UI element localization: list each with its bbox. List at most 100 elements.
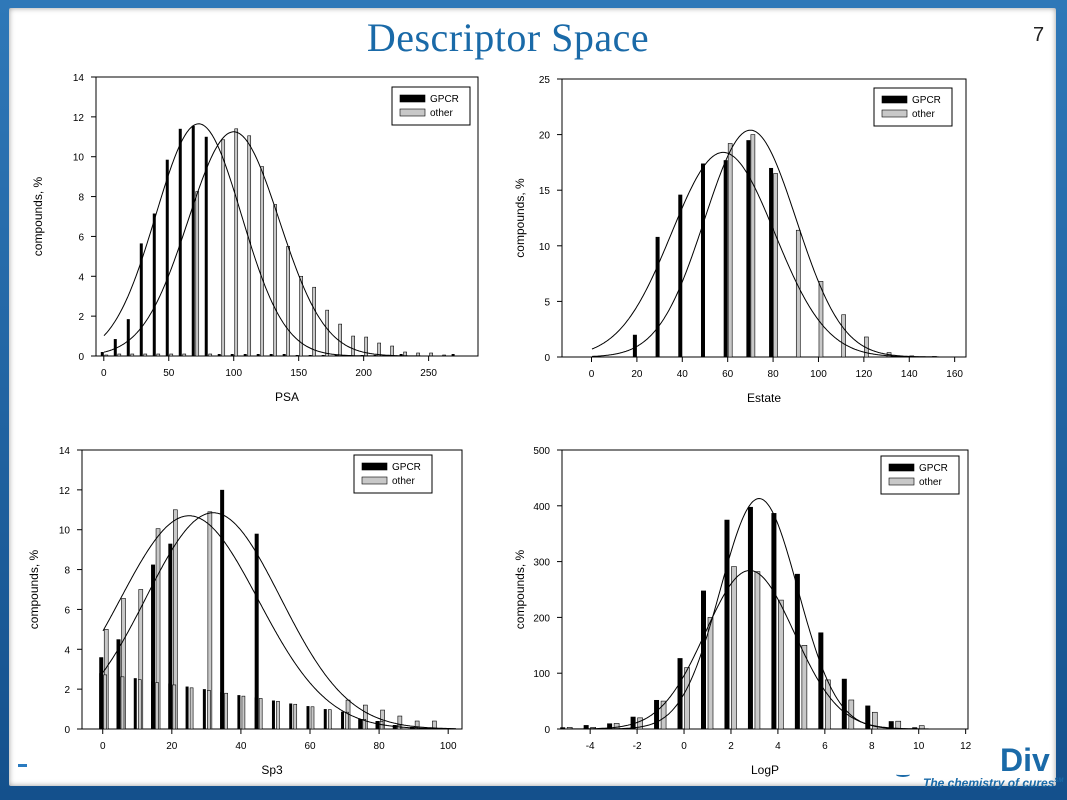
bar-other	[390, 345, 394, 357]
bar-gpcr	[771, 513, 777, 729]
y-tick-label: 0	[64, 725, 70, 736]
bar-other	[195, 191, 200, 357]
bar	[120, 676, 125, 730]
bar-gpcr	[630, 716, 636, 729]
bar	[276, 701, 280, 730]
bar	[116, 675, 120, 729]
y-axis-label: compounds, %	[27, 549, 41, 629]
y-tick-label: 4	[64, 645, 70, 656]
bar	[237, 695, 241, 729]
bar-gpcr	[308, 355, 312, 356]
bar-other	[778, 599, 784, 730]
chart-4: -4 -2 0 2 4 6 8 10 12 0 100 200 300 400 500 LogP compoun…	[513, 446, 972, 777]
legend-label-gpcr: GPCR	[912, 95, 941, 106]
y-axis-label: compounds, %	[31, 176, 45, 256]
legend-label-gpcr: GPCR	[430, 94, 459, 105]
bar	[202, 689, 206, 729]
bar-gpcr	[607, 723, 613, 729]
x-tick-label: 120	[856, 369, 873, 380]
legend-swatch-gpcr	[888, 463, 915, 472]
service-mark: SM	[1054, 778, 1064, 784]
bar-gpcr	[295, 355, 299, 356]
bar	[137, 679, 142, 730]
bar	[341, 711, 345, 729]
bar-other	[684, 667, 690, 730]
y-tick-label: 2	[78, 312, 84, 323]
y-tick-label: 14	[73, 73, 85, 84]
bar-gpcr	[220, 489, 225, 729]
bar-other	[660, 700, 667, 730]
fit-curve-gpcr	[102, 512, 456, 730]
bar-other	[221, 139, 226, 357]
y-tick-label: 500	[533, 446, 550, 457]
bar	[327, 709, 332, 730]
company-tagline: The chemistry of curesSM	[923, 776, 1063, 790]
legend-label-gpcr: GPCR	[919, 463, 948, 474]
bar-gpcr	[794, 573, 800, 729]
y-tick-label: 0	[544, 725, 550, 736]
bar-gpcr	[560, 727, 566, 729]
x-tick-label: 6	[822, 741, 828, 752]
bar	[358, 719, 362, 729]
y-tick-label: 10	[539, 242, 551, 253]
fit-curve-other	[592, 129, 960, 358]
bar-other	[707, 617, 714, 730]
bar	[168, 683, 172, 729]
bar-gpcr	[451, 354, 455, 356]
y-tick-label: 100	[533, 669, 550, 680]
x-tick-label: 40	[677, 369, 689, 380]
bar	[375, 721, 379, 729]
x-tick-label: 60	[304, 741, 316, 752]
bar	[271, 700, 275, 729]
y-tick-label: 8	[64, 566, 70, 577]
page-number: 7	[1033, 24, 1045, 46]
bar-gpcr	[282, 354, 286, 356]
y-tick-label: 20	[539, 131, 551, 142]
x-tick-label: 0	[101, 368, 107, 379]
y-tick-label: 8	[78, 193, 84, 204]
y-tick-label: 14	[59, 446, 71, 457]
x-axis-label: Estate	[747, 391, 781, 405]
bar-gpcr	[243, 354, 247, 356]
x-tick-label: 50	[163, 368, 175, 379]
bar-other	[208, 353, 213, 357]
bar-gpcr	[677, 658, 683, 729]
y-tick-label: 12	[59, 486, 71, 497]
bar-other	[795, 229, 801, 358]
y-tick-label: 25	[539, 75, 551, 86]
bar	[103, 674, 108, 730]
bar-gpcr	[126, 319, 130, 356]
legend-label-other: other	[919, 477, 942, 488]
x-axis-label: LogP	[751, 763, 779, 777]
bar-gpcr	[724, 519, 730, 729]
bar-other	[351, 335, 355, 357]
bar-other	[117, 353, 122, 357]
x-tick-label: 40	[235, 741, 247, 752]
bar-gpcr	[654, 699, 660, 729]
legend-swatch-other	[399, 108, 426, 117]
x-axis-label: Sp3	[261, 763, 283, 777]
bar	[392, 725, 396, 729]
bar	[323, 709, 327, 729]
logo-swoosh-icon	[896, 772, 910, 777]
bar	[345, 711, 349, 730]
bar	[185, 686, 189, 729]
company-logo: Div	[1000, 742, 1050, 778]
x-tick-label: 10	[913, 741, 925, 752]
x-tick-label: 150	[290, 368, 307, 379]
y-tick-label: 6	[78, 232, 84, 243]
legend-label-other: other	[912, 109, 935, 120]
bar	[289, 703, 293, 729]
plot-area	[561, 449, 969, 730]
y-tick-label: 200	[533, 613, 550, 624]
bar-other	[169, 353, 174, 357]
bar-other	[260, 166, 265, 357]
bar-other	[286, 246, 291, 357]
bar	[258, 698, 263, 730]
bar-gpcr	[818, 632, 824, 729]
chart-1: 0 50 100 150 200 250 0 2 4 6 8 10 12 14 PSA compounds, …	[31, 73, 479, 404]
legend: GPCR other	[391, 86, 471, 126]
bar-gpcr	[217, 354, 221, 356]
bar-gpcr	[152, 213, 156, 356]
